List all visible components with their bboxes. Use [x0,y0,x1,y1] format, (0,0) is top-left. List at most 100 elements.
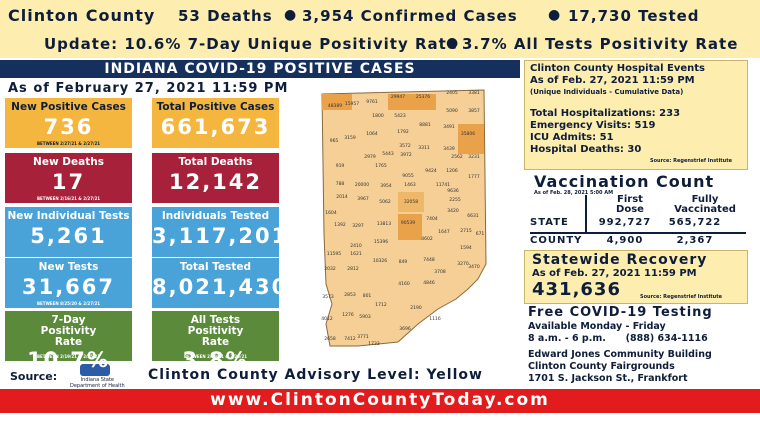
county-label: 15957 [345,101,359,107]
stat-value: 736 [43,115,94,139]
stat-note: BETWEEN 8/25/20 & 2/27/21 [36,301,101,306]
stat-value: 10.7% [27,348,110,372]
county-label: 5090 [446,108,458,114]
logo-text: Indiana State Department of Health [70,377,125,389]
county-label: 919 [336,163,345,169]
logo [80,364,110,376]
county-label: 3967 [357,196,369,202]
banner: INDIANA COVID-19 POSITIVE CASES [104,61,416,77]
county-label: 2190 [410,305,422,311]
county-label: 6631 [467,213,479,219]
vaccination-cell: 992,727 [598,217,652,228]
stat-value: 31,667 [21,275,116,299]
county-label: 3771 [357,334,369,340]
county-label: 1604 [325,210,337,216]
county-label: 2562 [451,154,463,160]
stat-note: BETWEEN 2/16/21 & 2/27/21 [36,196,101,201]
hospital-line: ICU Admits: 51 [530,132,614,143]
stat-value: 12,142 [168,170,263,194]
county-label: 3297 [352,223,364,229]
stat-box: Total Tested 8,021,430 [152,258,286,308]
logo-line: Indiana State [80,377,114,383]
county-label: 1463 [404,182,416,188]
stat-title: Total Tested [179,261,252,273]
county-label: 2979 [364,154,376,160]
county-label: 15396 [374,239,388,245]
county-label: 3491 [443,124,455,130]
county: Clinton County [8,6,156,25]
county-label: 48389 [328,103,342,109]
testing-place: Edward Jones Community Building Clinton C… [528,349,712,385]
stat-title: New Deaths [33,156,104,168]
stat-value: 3.8% [182,348,249,372]
vaccination-title: Vaccination Count [534,172,715,191]
tested: 17,730 Tested [568,7,700,25]
column-header: First Dose [616,194,644,215]
testing-place-line: Edward Jones Community Building [528,349,712,360]
county-label: 5062 [379,199,391,205]
county-label: 2405 [446,90,458,96]
county-label: 3231 [468,154,480,160]
recovery-source: Source: Regenstrief Institute [640,294,723,300]
county-label: 3954 [380,183,392,189]
county-label: 3270 [457,261,469,267]
county-label: 2410 [350,243,362,249]
stat-title: All Tests Positivity Rate [187,314,244,348]
county-label: 5903 [359,314,371,320]
county-label: 1777 [468,174,480,180]
stat-value: 661,673 [160,115,271,139]
county-label: 7412 [344,336,356,342]
county-label: 3311 [418,145,430,151]
deaths: 53 Deaths [178,7,273,25]
county-label: 8881 [419,122,431,128]
recovery-value: 431,636 [532,279,621,300]
county-label: 4846 [423,280,435,286]
county-label: 10326 [373,258,387,264]
stat-note: BETWEEN 2/27/21 & 2/27/21 [36,141,101,146]
county-label: 13813 [377,221,391,227]
column-header: Fully Vaccinated [674,194,736,215]
stat-value: 5,261 [30,224,107,248]
stat-title: Total Positive Cases [156,101,275,113]
county-label: 1116 [429,316,441,322]
stat-note: BETWEEN 2/19/21 & 2/25/21 [183,354,248,359]
hospital-line: Hospital Deaths: 30 [530,144,642,155]
stat-title: Individuals Tested [161,210,270,222]
county-label: 2658 [324,336,336,342]
stat-title: New Positive Cases [11,101,126,113]
hospital-line: Total Hospitalizations: 233 [530,108,681,119]
county-label: 3420 [447,208,459,214]
hospital-source: Source: Regenstrief Institute [650,158,733,164]
stat-value: 3,117,201 [152,224,289,248]
county-label: 3708 [434,269,446,275]
header-band [0,0,760,58]
county-label: 1800 [372,113,384,119]
county-label: 1792 [397,129,409,135]
county-label: 2812 [347,266,359,272]
stat-title: Total Deaths [178,156,253,168]
county-label: 1276 [342,312,354,318]
recovery-title: Statewide Recovery [532,252,708,268]
stat-note: BETWEEN 2/19/21 & 2/25/21 [36,354,101,359]
stat-box: New Positive Cases 736 BETWEEN 2/27/21 & 2… [5,98,132,148]
vaccination-cell: 565,722 [668,217,722,228]
vaccination-cell: 4,900 [606,235,644,246]
county-label: 801 [363,293,372,299]
county-label: 1594 [460,245,472,251]
testing-title: Free COVID-19 Testing [528,305,713,320]
confirmed: 3,954 Confirmed Cases [302,7,518,25]
bullet: ● [548,7,561,23]
indiana-map: 48389 15957 9761 29947 25376 2405 3381 1800 5423… [321,89,487,347]
county-label: 3572 [399,143,411,149]
hospital-lines: Total Hospitalizations: 233 Emergency Vis… [530,108,680,156]
stat-box: 7-Day Positivity Rate 10.7% BETWEEN 2/19/2… [5,311,132,372]
county-label: 1392 [334,222,346,228]
stat-title: New Individual Tests [7,210,130,222]
stat-box: New Tests 31,667 BETWEEN 8/25/20 & 2/27/21 [5,258,132,308]
county-label: 2014 [336,194,348,200]
county-label: 1621 [350,251,362,257]
testing-place-line: Clinton County Fairgrounds [528,361,675,372]
hospital-subtitle: (Unique Individuals - Cumulative Data) [530,88,684,96]
bullet: ● [446,35,459,51]
county-label: 11595 [327,251,341,257]
